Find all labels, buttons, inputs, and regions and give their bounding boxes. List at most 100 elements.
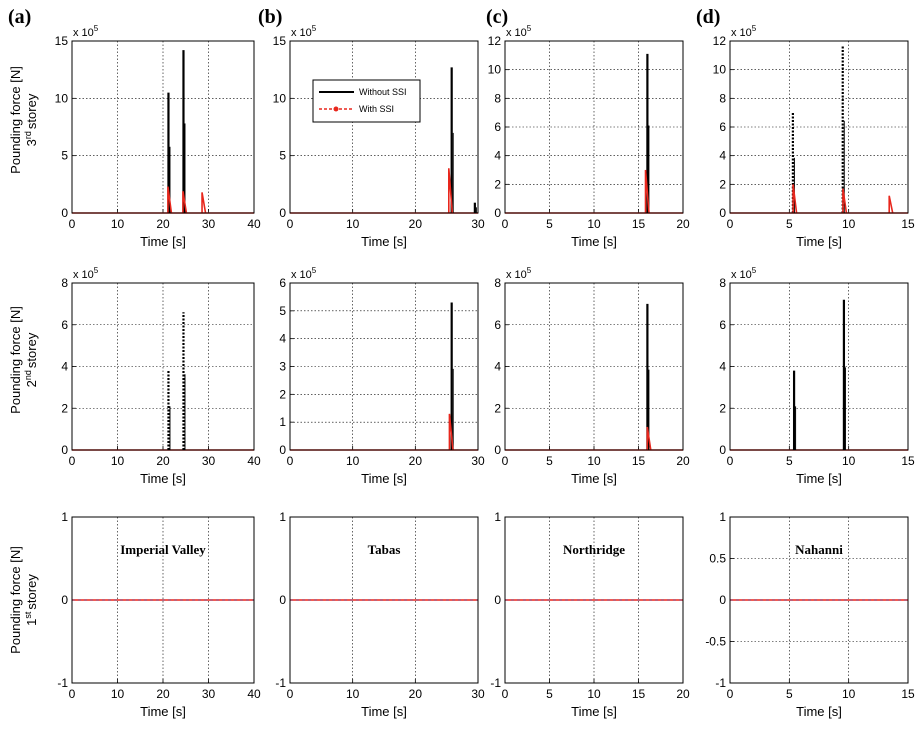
exponent-base: x 10 — [506, 27, 527, 39]
exponent-base: x 10 — [291, 27, 312, 39]
y-tick-label: 8 — [719, 91, 726, 105]
storey-word: storey — [24, 93, 39, 129]
x-tick-label: 10 — [111, 454, 125, 468]
plot-frame — [289, 516, 479, 684]
x-tick-label: 30 — [202, 454, 216, 468]
y-tick-label: 8 — [494, 91, 501, 105]
storey-ordinal: rd — [23, 131, 33, 139]
x-tick-label: 5 — [786, 454, 793, 468]
y-tick-label: 2 — [279, 387, 286, 401]
x-tick-label: 20 — [676, 217, 690, 231]
row-label-storey: 2nd storey — [23, 332, 39, 387]
plot-frame — [71, 282, 255, 451]
x-tick-label: 0 — [727, 454, 734, 468]
x-tick-label: 0 — [287, 217, 294, 231]
x-axis-label: Time [s] — [140, 234, 186, 249]
legend-box — [312, 79, 421, 123]
spike-with-ssi — [842, 188, 848, 214]
subplot-a-row2: 0 10 20 30 40 0 2 4 6 8 Time [s] x 105 — [61, 266, 261, 486]
y-tick-label: 0 — [719, 206, 726, 220]
exponent-power: 5 — [752, 24, 757, 33]
plot-frame — [504, 282, 684, 451]
panel-label-c: (c) — [486, 6, 508, 28]
y-tick-label: 2 — [494, 401, 501, 415]
y-tick-label: 1 — [279, 510, 286, 524]
x-tick-label: 20 — [156, 217, 170, 231]
x-tick-label: 40 — [247, 454, 261, 468]
exponent-power: 5 — [752, 266, 757, 275]
x-tick-label: 10 — [346, 454, 360, 468]
plot-frame — [71, 516, 255, 684]
earthquake-name: Northridge — [563, 542, 625, 557]
y-tick-label: -1 — [57, 676, 68, 690]
x-tick-label: 40 — [247, 217, 261, 231]
row-label-main: Pounding force [N] — [8, 66, 23, 174]
x-tick-label: 20 — [156, 454, 170, 468]
x-axis-label: Time [s] — [361, 704, 407, 719]
y-axis-exponent: x 105 — [506, 24, 532, 39]
y-tick-label: 0.5 — [709, 552, 726, 566]
y-tick-label: 10 — [713, 63, 727, 77]
earthquake-name: Imperial Valley — [120, 542, 206, 557]
x-tick-label: 30 — [471, 687, 485, 701]
y-tick-label: 12 — [488, 34, 502, 48]
y-tick-label: 1 — [279, 415, 286, 429]
y-tick-label: 10 — [55, 91, 69, 105]
x-tick-label: 15 — [901, 687, 915, 701]
x-tick-label: 0 — [69, 217, 76, 231]
y-tick-label: 4 — [719, 360, 726, 374]
x-tick-label: 20 — [676, 454, 690, 468]
x-tick-label: 5 — [786, 217, 793, 231]
legend: Without SSI With SSI — [312, 79, 421, 123]
y-tick-label: 4 — [719, 149, 726, 163]
x-tick-label: 5 — [786, 687, 793, 701]
spike-with-ssi — [182, 191, 188, 214]
x-tick-label: 10 — [346, 217, 360, 231]
x-tick-label: 10 — [842, 454, 856, 468]
y-tick-label: 4 — [61, 360, 68, 374]
x-axis-label: Time [s] — [140, 704, 186, 719]
exponent-base: x 10 — [731, 269, 752, 281]
row-label-3rd-storey: Pounding force [N] 3rd storey — [8, 66, 39, 174]
y-tick-label: 5 — [61, 149, 68, 163]
storey-number: 3 — [24, 139, 39, 146]
y-axis-exponent: x 105 — [291, 24, 317, 39]
x-tick-label: 40 — [247, 687, 261, 701]
exponent-power: 5 — [527, 24, 532, 33]
exponent-base: x 10 — [73, 27, 94, 39]
earthquake-name: Tabas — [368, 542, 401, 557]
y-axis-exponent: x 105 — [73, 24, 99, 39]
y-tick-label: -1 — [275, 676, 286, 690]
y-tick-label: 0 — [719, 443, 726, 457]
y-tick-label: 10 — [273, 91, 287, 105]
row-label-2nd-storey: Pounding force [N] 2nd storey — [8, 306, 39, 414]
spike-with-ssi — [888, 195, 894, 214]
y-tick-label: 0 — [279, 443, 286, 457]
y-tick-label: 0 — [61, 443, 68, 457]
x-tick-label: 5 — [546, 687, 553, 701]
x-tick-label: 10 — [587, 687, 601, 701]
x-tick-label: 0 — [727, 687, 734, 701]
x-tick-label: 0 — [287, 454, 294, 468]
y-tick-label: 6 — [494, 318, 501, 332]
y-tick-label: 0 — [719, 593, 726, 607]
storey-number: 1 — [24, 619, 39, 626]
x-tick-label: 0 — [502, 687, 509, 701]
panel-label-b: (b) — [258, 6, 282, 28]
x-tick-label: 15 — [901, 454, 915, 468]
x-axis-label: Time [s] — [796, 234, 842, 249]
x-tick-label: 20 — [676, 687, 690, 701]
y-axis-exponent: x 105 — [506, 266, 532, 281]
spike-with-ssi — [448, 413, 454, 451]
y-axis-exponent: x 105 — [291, 266, 317, 281]
y-tick-label: 0 — [279, 593, 286, 607]
y-tick-label: 2 — [719, 401, 726, 415]
exponent-base: x 10 — [73, 269, 94, 281]
storey-word: storey — [24, 332, 39, 368]
plot-frame — [504, 40, 684, 214]
y-tick-label: 1 — [719, 510, 726, 524]
y-tick-label: 2 — [494, 177, 501, 191]
